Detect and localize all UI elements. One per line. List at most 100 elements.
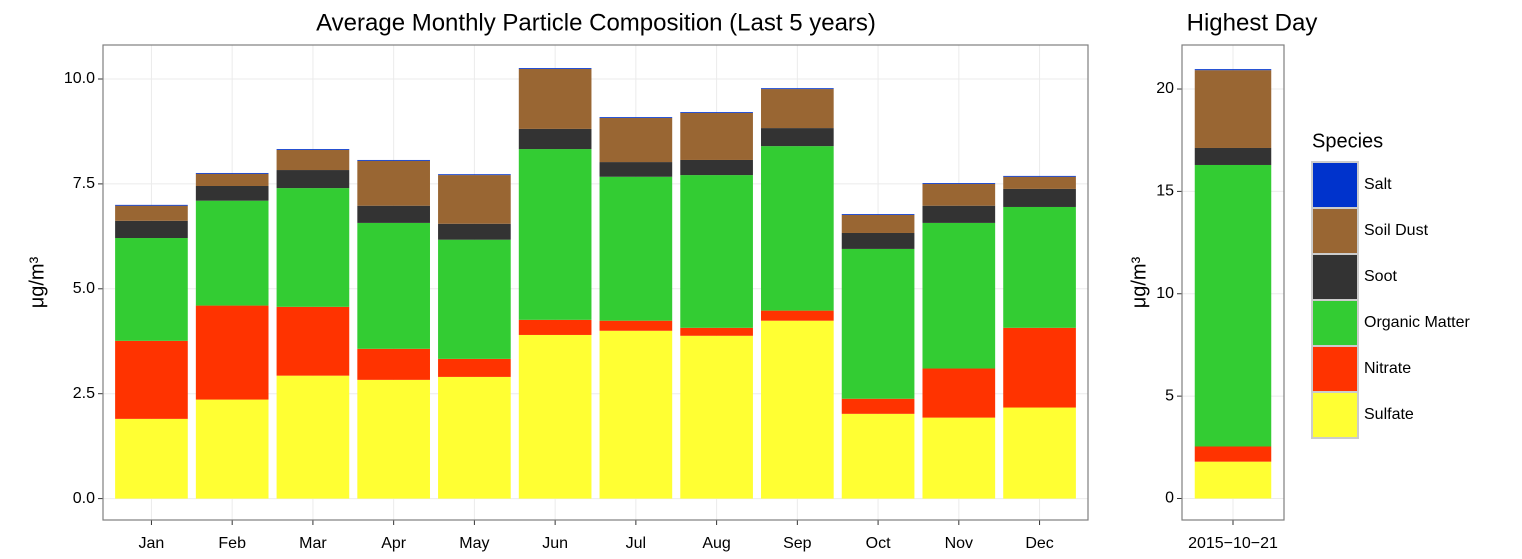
y-tick-label: 15 — [1156, 183, 1174, 200]
bar-segment — [195, 399, 269, 499]
bar-segment — [438, 223, 511, 240]
bar-segment — [680, 112, 753, 113]
bar-segment — [195, 172, 269, 174]
legend-key — [1311, 391, 1359, 439]
bar-segment — [922, 368, 996, 418]
bar-segment — [922, 205, 996, 223]
bar-segment — [761, 146, 834, 311]
y-tick-label: 5 — [1165, 387, 1174, 404]
y-tick-label: 20 — [1156, 80, 1174, 97]
bar-segment — [1003, 175, 1076, 177]
bar-segment — [599, 117, 673, 119]
legend-key — [1311, 207, 1359, 255]
bar-segment — [276, 149, 350, 150]
bar-segment — [518, 68, 592, 129]
bar-segment — [841, 232, 915, 249]
y-axis-title: μg/m³ — [1128, 256, 1150, 308]
panel-border — [102, 44, 1089, 521]
x-tick-label: Jan — [139, 535, 165, 552]
bar-segment — [357, 159, 430, 161]
bar-segment — [195, 200, 269, 306]
bar-segment — [599, 176, 673, 321]
bar-segment — [1003, 327, 1076, 408]
legend-key — [1311, 299, 1359, 347]
x-tick-label: Jun — [542, 535, 568, 552]
bar-segment — [357, 205, 430, 223]
bar-segment — [761, 88, 834, 90]
x-tick-label: Apr — [381, 535, 407, 552]
bar-segment — [438, 175, 511, 224]
legend-label: Organic Matter — [1364, 314, 1470, 331]
bar-segment — [1194, 461, 1272, 499]
bar-segment — [357, 379, 430, 499]
bar-segment — [518, 334, 592, 499]
bar-segment — [115, 340, 188, 419]
bar-segment — [599, 320, 673, 331]
legend-title: Species — [1312, 130, 1383, 152]
legend-label: Salt — [1364, 176, 1392, 193]
x-tick-label: Mar — [299, 535, 327, 552]
bar-segment — [276, 375, 350, 499]
x-tick-label: Oct — [866, 535, 891, 552]
legend-key — [1311, 345, 1359, 393]
bar-segment — [357, 160, 430, 206]
bar-segment — [922, 417, 996, 499]
y-axis-title: μg/m³ — [26, 256, 48, 308]
bar-segment — [438, 358, 511, 377]
bar-segment — [761, 320, 834, 499]
bar-segment — [518, 319, 592, 335]
x-tick-label: Jul — [626, 535, 646, 552]
bar-segment — [438, 174, 511, 176]
bar-segment — [599, 118, 673, 163]
bar-segment — [195, 173, 269, 186]
legend-key — [1311, 161, 1359, 209]
bar-segment — [115, 220, 188, 239]
legend-label: Soil Dust — [1364, 222, 1429, 239]
bar-segment — [680, 159, 753, 176]
bar-segment — [276, 149, 350, 171]
bar-segment — [1003, 188, 1076, 207]
bar-segment — [841, 214, 915, 233]
x-tick-label: Dec — [1025, 535, 1053, 552]
x-tick-label: 2015−10−21 — [1188, 535, 1278, 552]
bar-segment — [841, 398, 915, 414]
bar-segment — [599, 162, 673, 177]
y-tick-label: 5.0 — [73, 280, 95, 297]
bar-segment — [922, 183, 996, 206]
legend-key — [1311, 253, 1359, 301]
bar-segment — [1003, 407, 1076, 499]
bar-segment — [438, 376, 511, 499]
bar-segment — [1194, 164, 1272, 447]
bar-segment — [1194, 446, 1272, 462]
bar-segment — [115, 205, 188, 221]
bar-segment — [1194, 147, 1272, 165]
bar-segment — [115, 238, 188, 341]
bar-segment — [761, 310, 834, 321]
legend-label: Nitrate — [1364, 360, 1411, 377]
bar-segment — [841, 214, 915, 215]
bar-segment — [1194, 69, 1272, 71]
bar-segment — [115, 418, 188, 499]
x-tick-label: Feb — [218, 535, 246, 552]
bar-segment — [276, 188, 350, 307]
bar-segment — [841, 413, 915, 499]
bar-segment — [518, 68, 592, 69]
bar-segment — [438, 239, 511, 359]
bar-segment — [195, 185, 269, 201]
x-tick-label: Aug — [702, 535, 730, 552]
bar-segment — [680, 175, 753, 328]
bar-segment — [115, 204, 188, 206]
bar-segment — [680, 327, 753, 336]
bar-segment — [680, 335, 753, 499]
y-tick-label: 10 — [1156, 285, 1174, 302]
bar-segment — [1003, 176, 1076, 189]
bar-segment — [680, 112, 753, 160]
bar-segment — [276, 170, 350, 189]
y-tick-label: 10.0 — [64, 70, 95, 87]
chart-title: Average Monthly Particle Composition (La… — [316, 9, 876, 36]
bar-segment — [195, 305, 269, 400]
y-tick-label: 7.5 — [73, 175, 95, 192]
bar-segment — [761, 89, 834, 129]
legend-label: Sulfate — [1364, 406, 1414, 423]
